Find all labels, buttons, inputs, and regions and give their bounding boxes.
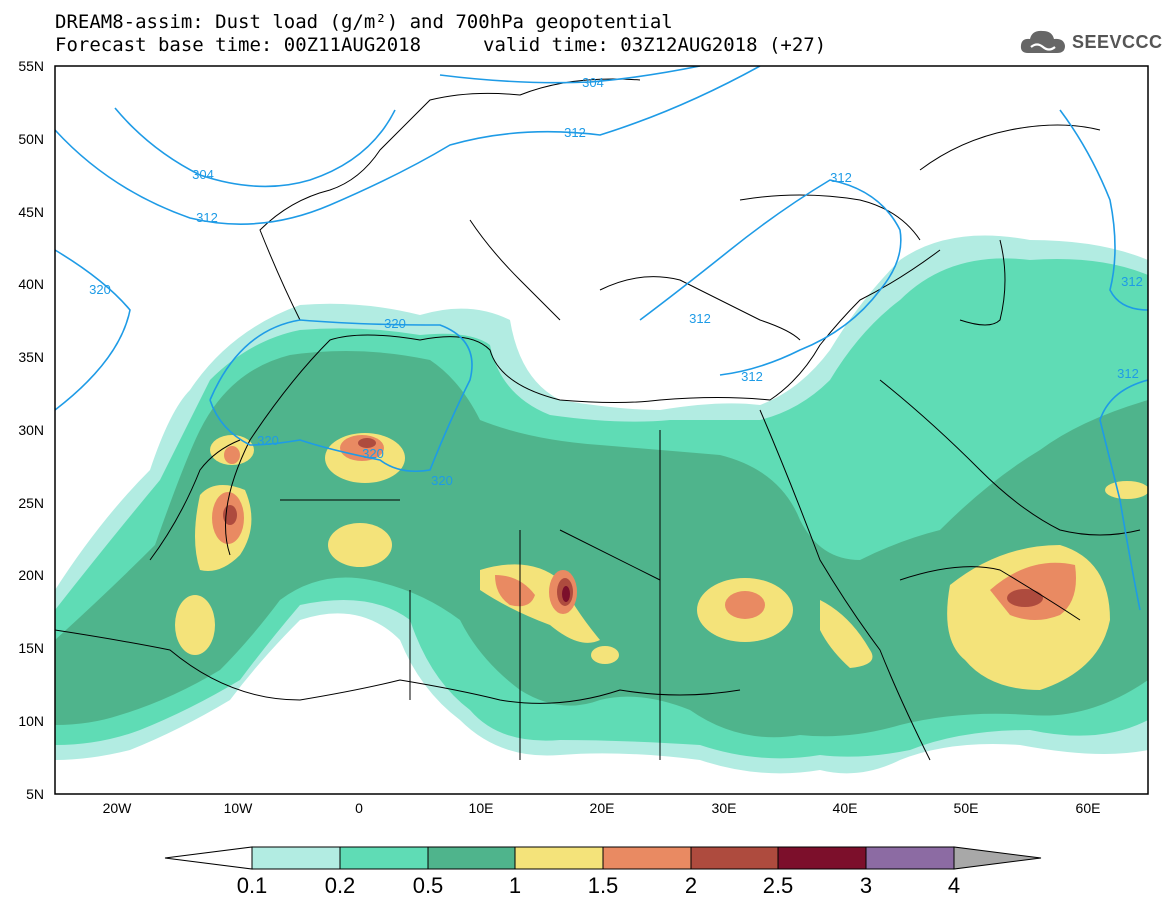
colorbar-label: 1 (508, 873, 522, 898)
colorbar-segment (339, 846, 429, 870)
lon-tick: 0 (355, 800, 363, 816)
contour-label: 312 (741, 369, 763, 384)
colorbar-label: 2 (684, 873, 698, 898)
contour-label: 312 (1117, 366, 1139, 381)
colorbar-label: 0.1 (236, 873, 268, 898)
geopotential-contours (55, 66, 1148, 611)
lat-tick: 10N (18, 713, 44, 729)
colorbar-segment (514, 846, 604, 870)
contour-320-west (55, 249, 131, 411)
lat-tick: 25N (18, 495, 44, 511)
seevccc-logo: SEEVCCC (1018, 27, 1163, 57)
contour-label: 312 (830, 170, 852, 185)
contour-label: 320 (384, 316, 406, 331)
colorbar-label: 1.5 (587, 873, 619, 898)
contour-312-west (55, 66, 761, 225)
contour-312-east (639, 179, 902, 376)
lon-tick: 50E (953, 800, 979, 816)
colorbar-upper-arrow (953, 846, 1042, 870)
logo-text: SEEVCCC (1072, 31, 1163, 52)
colorbar-label: 0.5 (412, 873, 444, 898)
contour-label: 312 (196, 210, 218, 225)
contour-304-north (439, 66, 701, 84)
contour-label: 304 (582, 75, 604, 90)
lat-tick: 55N (18, 58, 44, 74)
contour-label: 320 (257, 433, 279, 448)
contour-label: 320 (89, 282, 111, 297)
lat-tick: 45N (18, 204, 44, 220)
colorbar-segment (602, 846, 692, 870)
colorbar-segment (690, 846, 779, 870)
lon-tick: 20E (589, 800, 615, 816)
contour-320-main (209, 319, 473, 473)
lat-tick: 40N (18, 276, 44, 292)
contour-304-west (114, 107, 396, 188)
colorbar-label: 0.2 (324, 873, 356, 898)
contour-label: 312 (689, 311, 711, 326)
lat-tick: 30N (18, 422, 44, 438)
lon-tick: 40E (832, 800, 858, 816)
lat-tick: 15N (18, 640, 44, 656)
dust-region-brown (223, 438, 1043, 607)
contour-label: 304 (192, 167, 214, 182)
contour-label: 312 (564, 125, 586, 140)
colorbar-segment (251, 846, 341, 870)
lon-tick: 10W (223, 800, 253, 816)
contour-312-far-east (1059, 109, 1148, 311)
contour-label: 320 (431, 473, 453, 488)
lat-tick: 5N (26, 786, 44, 802)
lat-tick: 50N (18, 131, 44, 147)
map-title: DREAM8-assim: Dust load (g/m²) and 700hP… (55, 11, 673, 33)
contour-labels: 304 312 320 304 312 312 320 320 320 320 … (89, 75, 1143, 488)
colorbar-lower-arrow (164, 846, 253, 870)
colorbar-label: 2.5 (762, 873, 794, 898)
dust-load-field: 304 312 320 304 312 312 320 320 320 320 … (55, 66, 1148, 774)
colorbar-label: 3 (859, 873, 873, 898)
lon-tick: 30E (711, 800, 737, 816)
contour-label: 320 (362, 446, 384, 461)
cloud-logo-icon (1020, 30, 1065, 53)
coastlines (55, 78, 1141, 761)
colorbar (164, 846, 1042, 870)
dust-region-maroon (562, 586, 570, 602)
lat-tick: 20N (18, 567, 44, 583)
colorbar-label: 4 (947, 873, 961, 898)
contour-label: 312 (1121, 274, 1143, 289)
contour-312-south-east (1099, 379, 1148, 611)
plot-frame (54, 65, 1149, 795)
lon-tick: 10E (468, 800, 494, 816)
colorbar-segment (777, 846, 867, 870)
forecast-base-time: Forecast base time: 00Z11AUG2018 (55, 34, 422, 56)
lon-tick: 20W (102, 800, 132, 816)
valid-time: valid time: 03Z12AUG2018 (+27) (483, 34, 827, 56)
colorbar-segment (427, 846, 516, 870)
lon-tick: 60E (1075, 800, 1101, 816)
colorbar-segment (865, 846, 955, 870)
lat-tick: 35N (18, 349, 44, 365)
